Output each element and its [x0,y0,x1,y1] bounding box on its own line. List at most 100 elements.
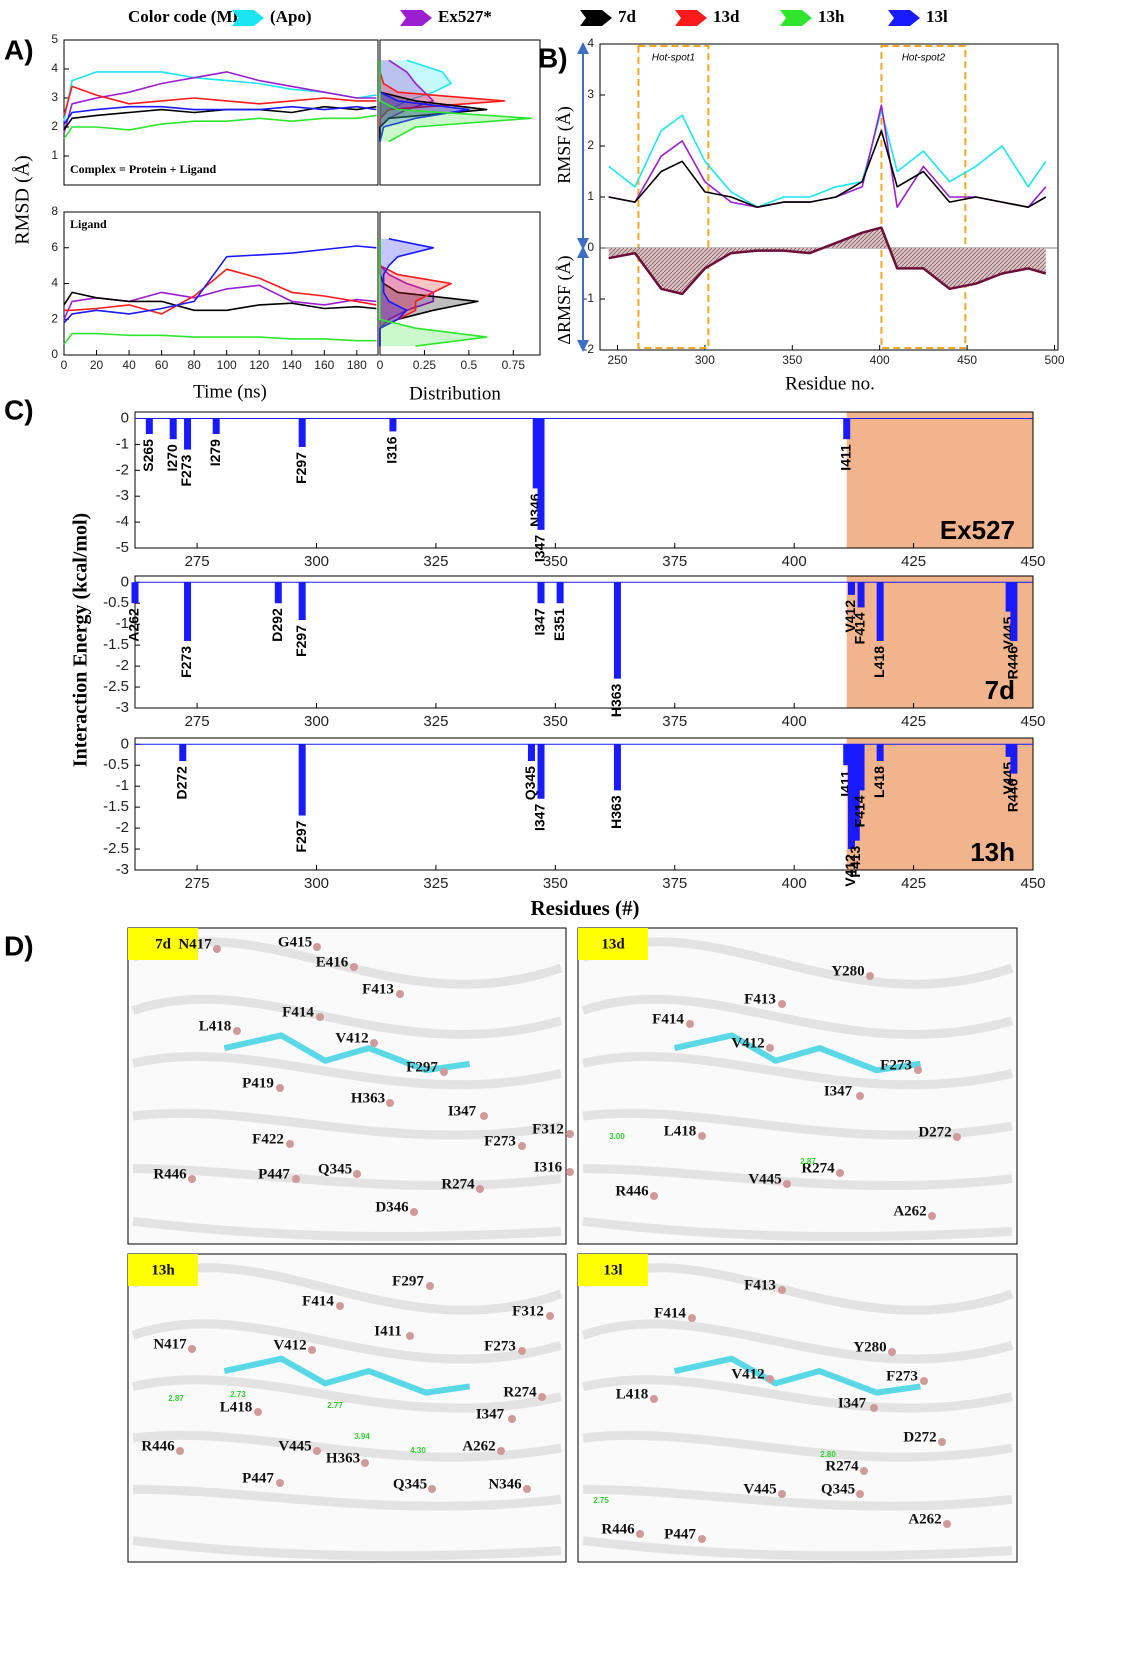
residue-label: R446 [141,1438,175,1454]
protein-ribbon [582,1108,1013,1140]
protein-ribbon [131,1319,563,1364]
residue-atom [440,1068,448,1076]
residue-label: I316 [534,1159,563,1175]
residue-atom [636,1530,644,1538]
residue-atom [313,943,321,951]
x-tick-label: 325 [423,875,448,892]
x-tick-label: 300 [304,713,329,730]
residue-atom [856,1490,864,1498]
residue-label: F273 [484,1133,516,1149]
residue-atom [286,1140,294,1148]
x-tick-label: 300 [695,353,715,367]
bar [857,582,865,608]
residue-label: F312 [512,1303,544,1319]
residue-label: F422 [252,1131,284,1147]
residue-atom [316,1013,324,1021]
residue-label: V412 [731,1035,764,1051]
residue-label: Y280 [853,1339,886,1355]
x-tick-label: 375 [662,875,687,892]
series-line [63,85,377,116]
bar-label: F273 [178,646,194,678]
area [608,227,1046,294]
panel-label: A) [4,34,34,65]
residue-atom [353,1170,361,1178]
residue-label: Q345 [318,1161,352,1177]
residue-atom [686,1020,694,1028]
legend-label: Ex527* [438,7,492,26]
x-tick-label: 400 [782,875,807,892]
ligand [223,1355,471,1396]
residue-label: P419 [242,1075,274,1091]
hotspot-label: Hot-spot1 [652,53,695,64]
ligand [673,1032,921,1074]
residue-label: I347 [824,1083,853,1099]
bar-label: F297 [293,625,309,657]
ligand [223,1032,471,1074]
y-tick-label: -1 [116,435,129,452]
residue-atom [396,990,404,998]
bar [389,418,397,432]
docking-image [127,1253,567,1563]
series-line [63,71,377,134]
residue-atom [766,1375,774,1383]
y-tick-label: 1 [51,148,58,162]
bar [537,418,545,530]
panel-title: 13d [601,936,625,952]
docking-image [577,927,1018,1245]
residue-label: Q345 [393,1476,427,1492]
bar-label: A262 [126,608,142,642]
bar [847,744,855,850]
bar-label: I279 [207,439,223,466]
annotation: 13h [970,837,1015,867]
bar [537,744,545,799]
y-tick-label: -1 [116,777,129,794]
y-tick-label: -4 [116,513,129,530]
protein-ribbon [582,1430,1013,1462]
residue-atom [370,1039,378,1047]
bar-label: F273 [178,454,194,486]
residue-label: F413 [362,981,394,997]
residue-label: F414 [302,1293,334,1309]
residue-label: G415 [278,934,312,950]
bar [298,744,306,816]
x-tick-label: 20 [90,358,104,372]
y-tick-label: -1.5 [103,798,129,815]
residue-atom [688,1314,696,1322]
y-tick-label: -2 [583,342,594,356]
distance-label: 3.94 [354,1432,370,1441]
x-tick-label: 450 [957,353,977,367]
distance-label: 4.30 [410,1446,426,1455]
bar-label: R446 [1005,646,1021,680]
distribution-fill [380,60,505,142]
distance-label: 2.77 [327,1401,343,1410]
bar-label: F414 [852,612,868,644]
y-tick-label: -3 [116,487,129,504]
residue-label: L418 [664,1123,697,1139]
residue-label: F297 [406,1059,438,1075]
residue-label: R446 [615,1183,649,1199]
legend-swatch [780,10,812,26]
series-line [608,226,1047,296]
residue-atom [518,1347,526,1355]
bar-label: I347 [532,804,548,831]
x-axis-label: Time (ns) [193,381,267,402]
x-tick-label: 450 [1020,553,1045,570]
y-tick-label: -1 [116,615,129,632]
residue-label: I347 [448,1103,477,1119]
residue-label: R274 [503,1384,537,1400]
bar [847,582,855,595]
title-tag [578,1254,648,1286]
panel-label: C) [4,394,34,425]
x-tick-label: 0.5 [461,358,478,372]
residue-atom [350,963,358,971]
residue-label: I347 [476,1406,505,1422]
protein-ribbon [131,994,563,1039]
x-tick-label: 250 [607,353,627,367]
bar-label: L418 [871,646,887,678]
x-axis-label: Residue no. [785,373,875,394]
plot-frame [134,575,1034,709]
bar-label: D272 [173,766,189,800]
residue-label: V412 [273,1337,306,1353]
protein-ribbon [581,1319,1014,1364]
x-tick-label: 120 [249,358,269,372]
